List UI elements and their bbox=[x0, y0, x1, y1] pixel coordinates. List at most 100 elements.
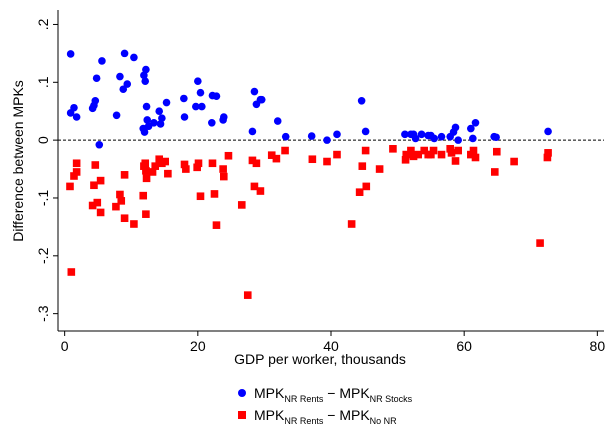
point-series-2 bbox=[308, 155, 317, 164]
point-series-2 bbox=[212, 221, 221, 229]
point-series-1 bbox=[451, 123, 460, 132]
point-series-1 bbox=[467, 124, 475, 133]
point-series-2 bbox=[116, 190, 124, 199]
y-tick-label: 0 bbox=[35, 136, 51, 144]
point-series-2 bbox=[401, 156, 410, 164]
point-series-1 bbox=[130, 53, 138, 62]
x-axis-label: GDP per worker, thousands bbox=[234, 351, 406, 367]
point-series-2 bbox=[420, 146, 429, 155]
y-tick-label: -.1 bbox=[35, 190, 51, 207]
point-series-2 bbox=[347, 220, 356, 228]
point-series-1 bbox=[142, 65, 150, 74]
point-series-2 bbox=[120, 214, 129, 223]
point-series-1 bbox=[112, 111, 121, 120]
point-series-2 bbox=[88, 201, 97, 210]
point-series-2 bbox=[492, 147, 501, 156]
point-series-1 bbox=[212, 92, 221, 100]
y-tick-label: .1 bbox=[35, 76, 51, 88]
point-series-1 bbox=[140, 128, 149, 136]
point-series-1 bbox=[143, 116, 152, 124]
point-series-2 bbox=[70, 172, 78, 180]
point-series-2 bbox=[142, 174, 151, 183]
point-series-2 bbox=[409, 152, 418, 161]
point-series-1 bbox=[333, 130, 341, 139]
point-series-2 bbox=[148, 168, 157, 176]
point-series-2 bbox=[250, 182, 259, 191]
point-series-2 bbox=[355, 188, 364, 196]
point-series-1 bbox=[248, 127, 257, 136]
point-series-2 bbox=[323, 157, 331, 166]
point-series-1 bbox=[273, 117, 282, 125]
y-axis-ticks: .2 .1 0 -.1 -.2 -.3 bbox=[35, 18, 58, 322]
point-series-2 bbox=[196, 192, 205, 201]
point-series-2 bbox=[510, 157, 518, 166]
point-series-1 bbox=[544, 127, 552, 136]
point-series-1 bbox=[194, 77, 202, 85]
point-series-1 bbox=[140, 71, 148, 80]
point-series-1 bbox=[361, 127, 370, 136]
point-series-2 bbox=[117, 197, 126, 205]
x-tick-label: 60 bbox=[456, 338, 472, 354]
data-points bbox=[66, 49, 552, 299]
point-series-2 bbox=[180, 160, 189, 169]
point-series-1 bbox=[72, 113, 81, 121]
point-series-1 bbox=[454, 136, 462, 144]
point-series-1 bbox=[430, 134, 439, 143]
point-series-2 bbox=[210, 190, 219, 198]
point-series-2 bbox=[155, 155, 164, 164]
point-series-2 bbox=[243, 291, 252, 299]
point-series-2 bbox=[281, 146, 289, 155]
point-series-2 bbox=[358, 162, 367, 170]
point-series-1 bbox=[98, 57, 106, 65]
point-series-1 bbox=[323, 136, 331, 144]
point-series-2 bbox=[256, 187, 265, 195]
point-series-2 bbox=[164, 169, 172, 178]
point-series-1 bbox=[95, 140, 104, 149]
point-series-2 bbox=[252, 159, 261, 168]
point-series-1 bbox=[401, 130, 409, 139]
point-series-2 bbox=[333, 150, 341, 159]
point-series-2 bbox=[219, 172, 228, 181]
point-series-2 bbox=[446, 145, 454, 153]
point-series-1 bbox=[307, 132, 316, 140]
point-series-1 bbox=[119, 85, 128, 94]
point-series-2 bbox=[375, 165, 384, 173]
point-series-2 bbox=[130, 220, 138, 228]
x-tick-label: 40 bbox=[323, 338, 339, 354]
point-series-2 bbox=[362, 182, 371, 191]
point-series-1 bbox=[198, 102, 206, 111]
point-series-1 bbox=[162, 98, 171, 107]
point-series-2 bbox=[194, 159, 203, 168]
point-series-1 bbox=[142, 102, 151, 111]
legend-marker-circle bbox=[238, 389, 246, 397]
point-series-1 bbox=[180, 94, 188, 103]
point-series-2 bbox=[72, 168, 81, 176]
point-series-2 bbox=[471, 153, 480, 162]
point-series-2 bbox=[248, 156, 257, 165]
point-series-2 bbox=[161, 157, 170, 166]
point-series-1 bbox=[141, 77, 150, 85]
legend-marker-square bbox=[238, 411, 246, 419]
point-series-2 bbox=[454, 146, 462, 155]
point-series-2 bbox=[407, 146, 415, 155]
y-tick-label: .2 bbox=[35, 18, 51, 30]
point-series-1 bbox=[281, 132, 290, 141]
point-series-1 bbox=[417, 130, 426, 139]
point-series-2 bbox=[182, 165, 190, 173]
point-series-2 bbox=[90, 181, 98, 190]
point-series-2 bbox=[193, 163, 201, 172]
point-series-2 bbox=[491, 168, 499, 176]
point-series-1 bbox=[357, 97, 366, 105]
point-series-2 bbox=[93, 198, 102, 207]
point-series-2 bbox=[414, 150, 423, 159]
point-series-2 bbox=[141, 159, 150, 168]
point-series-1 bbox=[123, 80, 132, 88]
point-series-1 bbox=[411, 134, 420, 143]
point-series-1 bbox=[250, 87, 259, 96]
x-axis-ticks: 0 20 40 60 80 bbox=[61, 331, 605, 354]
point-series-1 bbox=[180, 113, 189, 121]
point-series-1 bbox=[469, 134, 477, 143]
point-series-2 bbox=[139, 191, 148, 200]
point-series-2 bbox=[96, 208, 105, 217]
point-series-2 bbox=[402, 150, 411, 159]
